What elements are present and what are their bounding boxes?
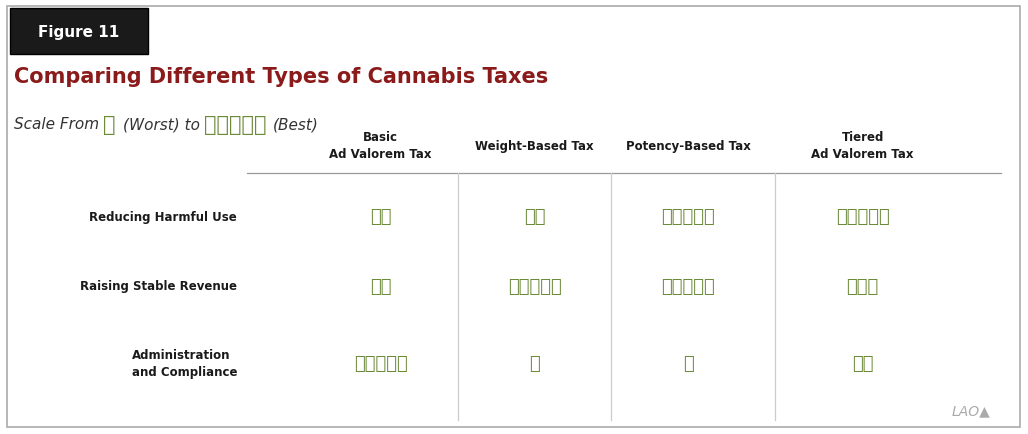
Text: Tiered
Ad Valorem Tax: Tiered Ad Valorem Tax	[811, 131, 914, 161]
Text: 🍃🍃: 🍃🍃	[370, 208, 392, 226]
FancyBboxPatch shape	[9, 9, 148, 55]
Text: LAO▲: LAO▲	[952, 404, 991, 418]
Text: Scale From: Scale From	[13, 117, 104, 132]
Text: Potency-Based Tax: Potency-Based Tax	[626, 139, 750, 152]
Text: Administration
and Compliance: Administration and Compliance	[132, 349, 237, 378]
Text: (Best): (Best)	[273, 117, 319, 132]
Text: Reducing Harmful Use: Reducing Harmful Use	[89, 210, 237, 224]
Text: 🍃🍃🍃: 🍃🍃🍃	[846, 277, 879, 295]
Text: Basic
Ad Valorem Tax: Basic Ad Valorem Tax	[329, 131, 432, 161]
Text: 🍃🍃: 🍃🍃	[852, 355, 874, 373]
Text: 🍃🍃🍃🍃🍃: 🍃🍃🍃🍃🍃	[661, 277, 715, 295]
Text: 🍃🍃🍃🍃🍃: 🍃🍃🍃🍃🍃	[354, 355, 407, 373]
Text: (Worst) to: (Worst) to	[122, 117, 205, 132]
Text: 🍃: 🍃	[683, 355, 694, 373]
Text: 🍃🍃: 🍃🍃	[370, 277, 392, 295]
Text: 🍃🍃: 🍃🍃	[523, 208, 545, 226]
Text: Figure 11: Figure 11	[38, 24, 119, 39]
Text: Raising Stable Revenue: Raising Stable Revenue	[80, 279, 237, 293]
Text: Comparing Different Types of Cannabis Taxes: Comparing Different Types of Cannabis Ta…	[13, 67, 548, 87]
Text: 🍃🍃🍃🍃🍃: 🍃🍃🍃🍃🍃	[508, 277, 561, 295]
Text: Weight-Based Tax: Weight-Based Tax	[475, 139, 594, 152]
Text: 🍃🍃🍃🍃🍃: 🍃🍃🍃🍃🍃	[205, 114, 273, 134]
Text: 🍃: 🍃	[529, 355, 540, 373]
Text: 🍃🍃🍃🍃🍃: 🍃🍃🍃🍃🍃	[836, 208, 889, 226]
Text: 🍃🍃🍃🍃🍃: 🍃🍃🍃🍃🍃	[661, 208, 715, 226]
Text: 🍃: 🍃	[104, 114, 122, 134]
